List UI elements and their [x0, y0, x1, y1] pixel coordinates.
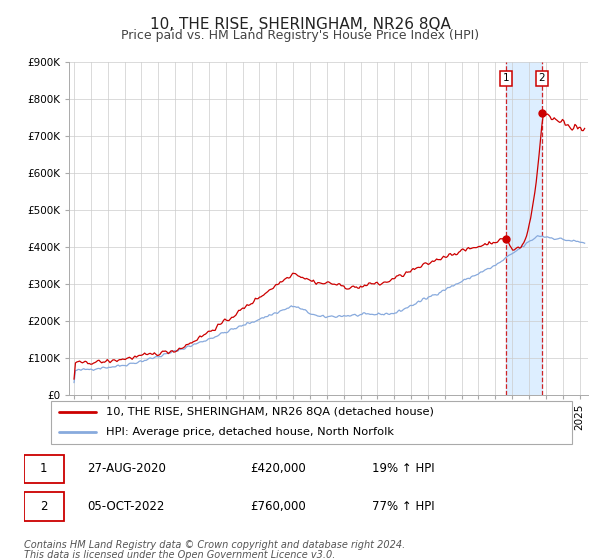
- Text: 27-AUG-2020: 27-AUG-2020: [88, 463, 166, 475]
- Text: 05-OCT-2022: 05-OCT-2022: [88, 500, 165, 514]
- Text: 2: 2: [40, 500, 47, 514]
- Text: Price paid vs. HM Land Registry's House Price Index (HPI): Price paid vs. HM Land Registry's House …: [121, 29, 479, 42]
- FancyBboxPatch shape: [50, 400, 572, 444]
- Text: £760,000: £760,000: [250, 500, 306, 514]
- FancyBboxPatch shape: [24, 492, 64, 521]
- Text: 10, THE RISE, SHERINGHAM, NR26 8QA: 10, THE RISE, SHERINGHAM, NR26 8QA: [149, 17, 451, 32]
- Text: 1: 1: [503, 73, 509, 83]
- FancyBboxPatch shape: [24, 455, 64, 483]
- Text: 19% ↑ HPI: 19% ↑ HPI: [372, 463, 434, 475]
- Text: 10, THE RISE, SHERINGHAM, NR26 8QA (detached house): 10, THE RISE, SHERINGHAM, NR26 8QA (deta…: [106, 407, 434, 417]
- Bar: [506, 62, 542, 395]
- Text: £420,000: £420,000: [250, 463, 306, 475]
- Text: HPI: Average price, detached house, North Norfolk: HPI: Average price, detached house, Nort…: [106, 427, 394, 437]
- Text: 1: 1: [40, 463, 47, 475]
- Text: 2: 2: [539, 73, 545, 83]
- Text: This data is licensed under the Open Government Licence v3.0.: This data is licensed under the Open Gov…: [24, 550, 335, 560]
- Text: Contains HM Land Registry data © Crown copyright and database right 2024.: Contains HM Land Registry data © Crown c…: [24, 540, 405, 550]
- Text: 77% ↑ HPI: 77% ↑ HPI: [372, 500, 434, 514]
